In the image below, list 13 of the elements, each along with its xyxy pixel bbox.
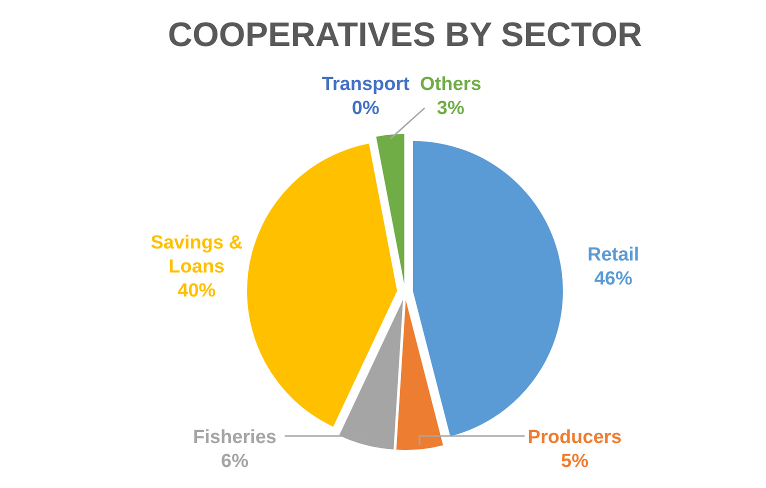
slice-label: Fisheries: [193, 427, 276, 448]
category-label: Transport: [322, 74, 410, 95]
slice-label: Others: [420, 74, 482, 95]
slice-label: Retail: [587, 244, 640, 266]
slice-label: Producers: [528, 427, 622, 448]
data-label: 3%: [436, 98, 464, 119]
data-label: 40%: [178, 280, 216, 302]
data-label: 46%: [594, 268, 632, 290]
text: 0%: [352, 98, 380, 119]
slice-label: Savings & Loans: [150, 232, 243, 278]
chart-title: COOPERATIVES BY SECTOR: [168, 16, 642, 54]
data-label: 6%: [221, 451, 249, 472]
data-label: 5%: [561, 451, 589, 472]
